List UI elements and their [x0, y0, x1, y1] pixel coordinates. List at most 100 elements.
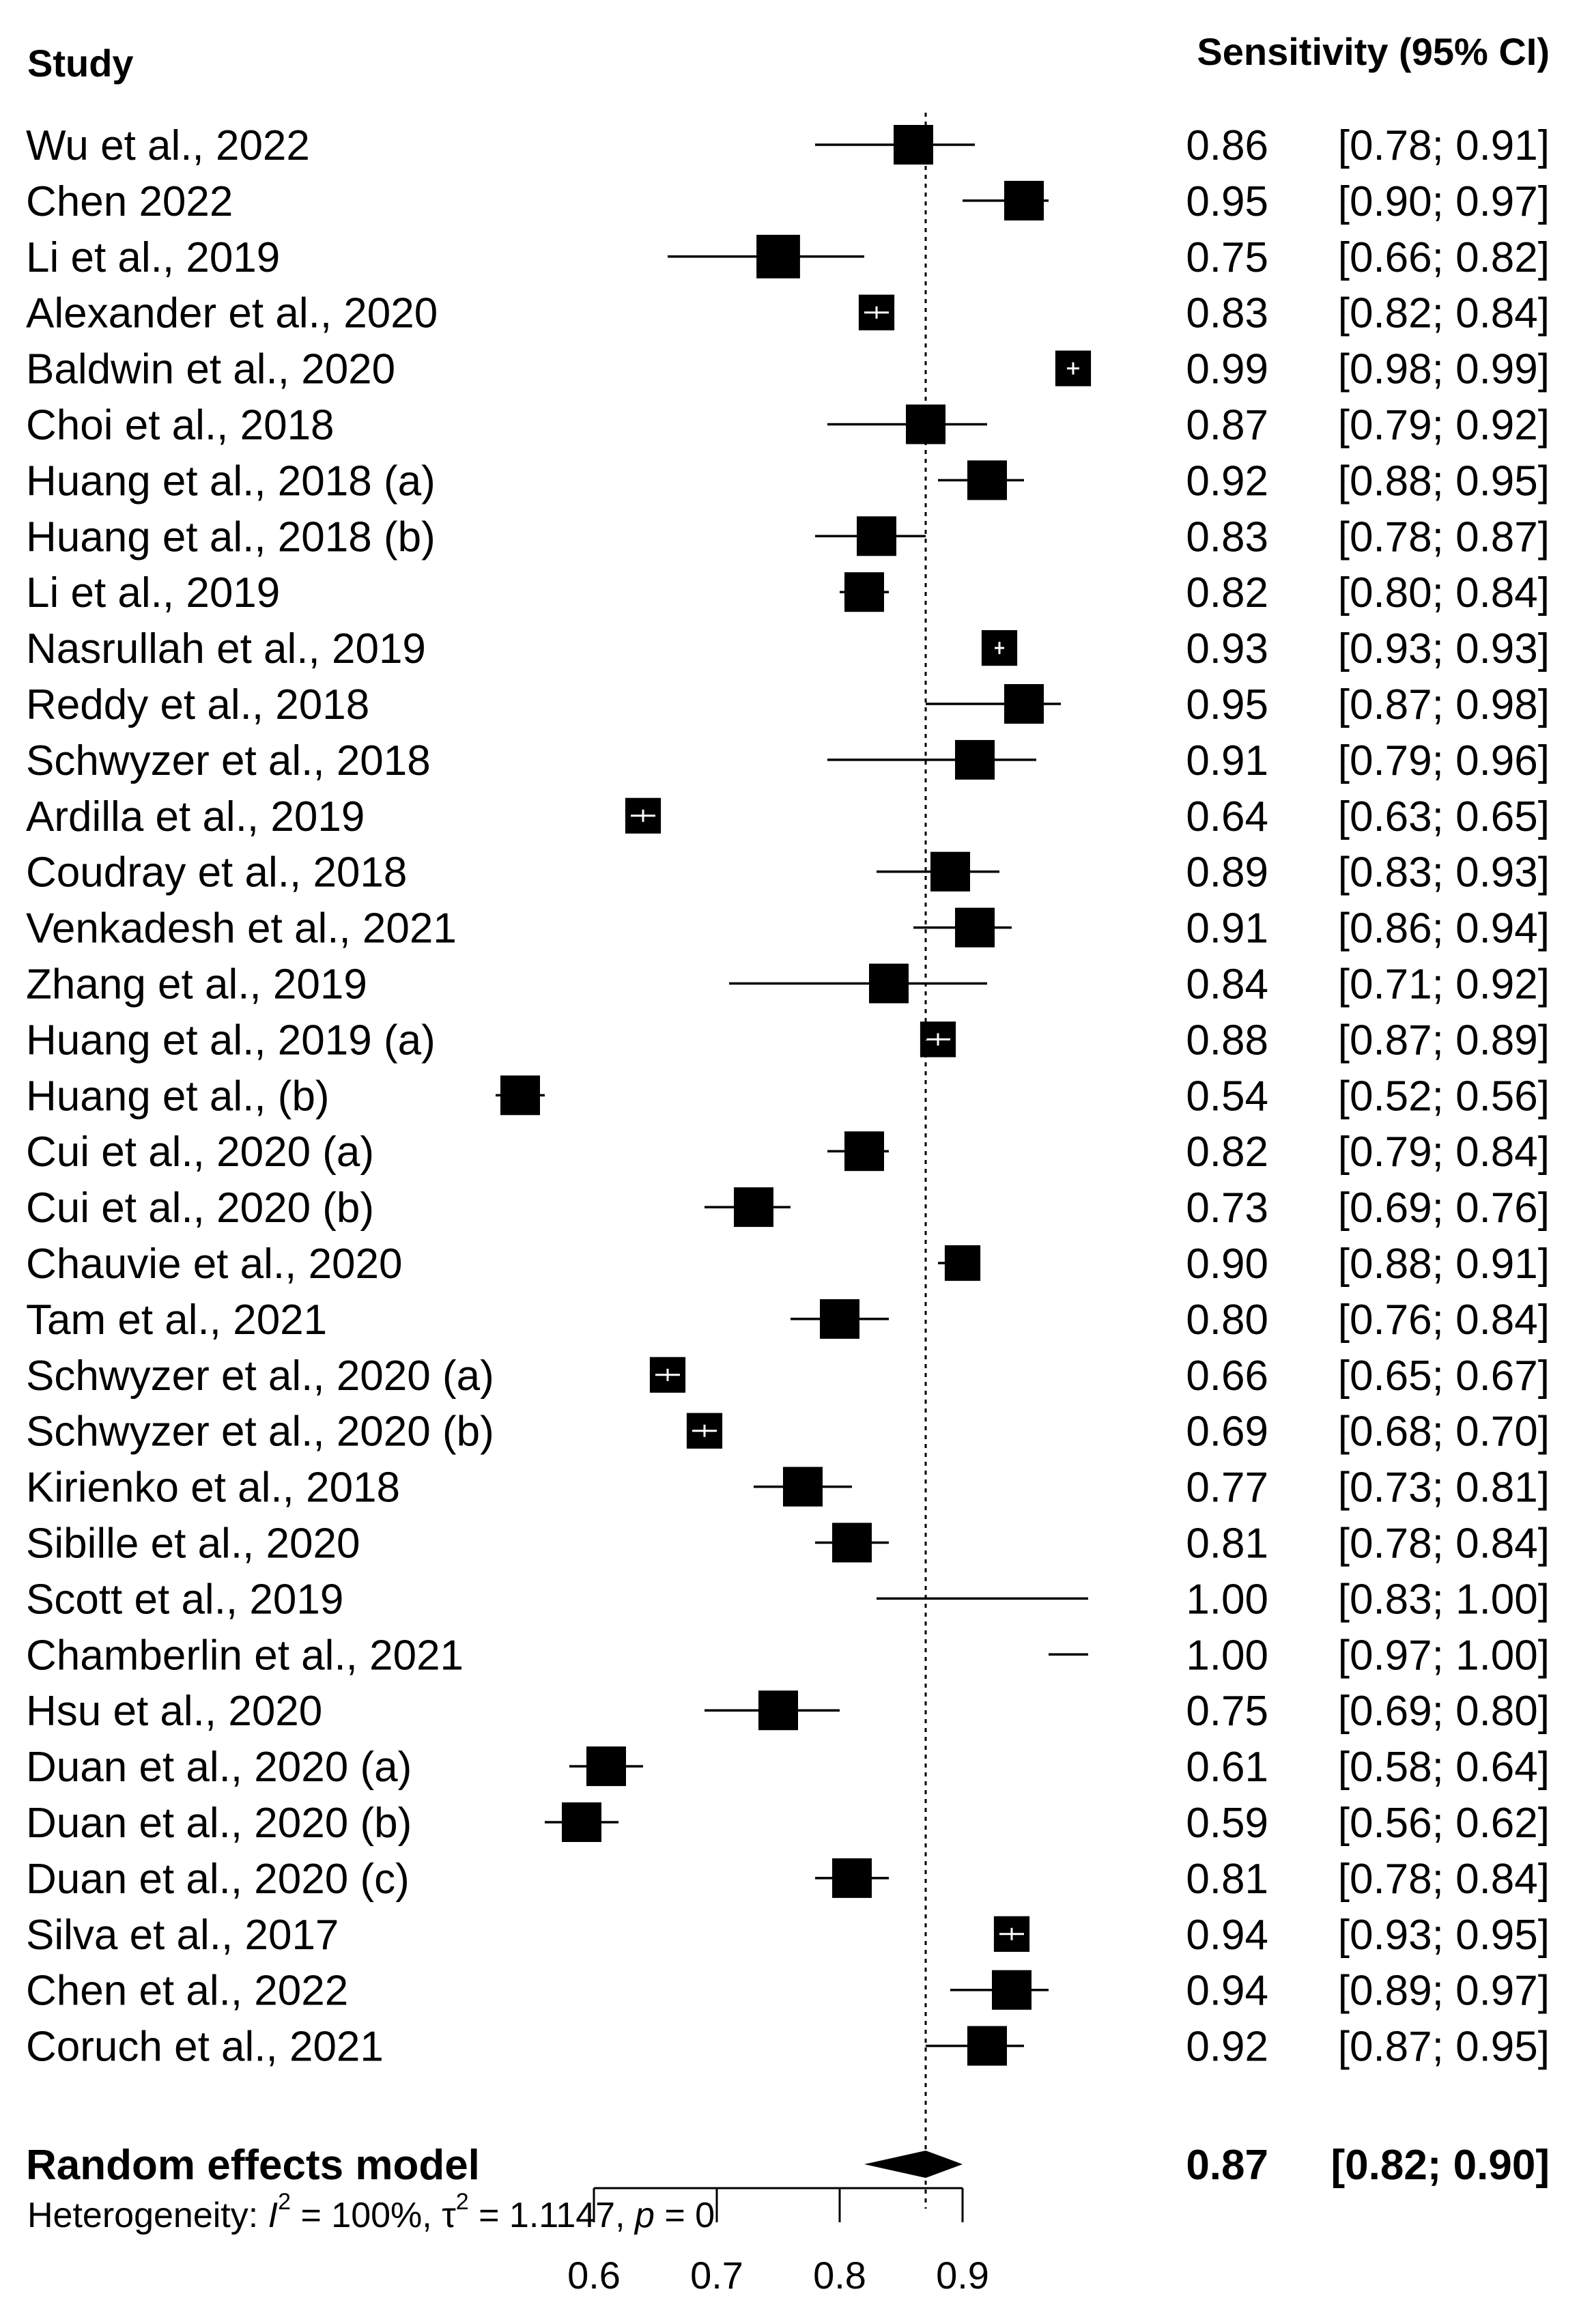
point-estimate-box: [756, 234, 800, 279]
study-row: Coruch et al., 2021 0.92 [0.87; 0.95]: [26, 2024, 1550, 2071]
study-label: Choi et al., 2018: [26, 402, 335, 449]
sensitivity-estimate: 0.75: [1186, 234, 1268, 281]
point-estimate-box: [967, 2026, 1007, 2066]
confidence-interval: [0.78; 0.91]: [1338, 122, 1550, 169]
study-row: Kirienko et al., 2018 0.77 [0.73; 0.81]: [26, 1464, 1550, 1512]
summary-label: Random effects model: [26, 2142, 480, 2189]
study-label: Cui et al., 2020 (a): [26, 1129, 374, 1176]
point-estimate-box: [734, 1187, 773, 1228]
study-row: Duan et al., 2020 (c) 0.81 [0.78; 0.84]: [26, 1856, 1550, 1903]
point-estimate-box: [844, 572, 884, 612]
study-column-header: Study: [27, 42, 134, 85]
sensitivity-estimate: 0.81: [1186, 1856, 1268, 1903]
study-label: Chen et al., 2022: [26, 1968, 348, 2015]
summary-row: Random effects model 0.87 [0.82; 0.90]: [26, 2142, 1550, 2189]
study-label: Chamberlin et al., 2021: [26, 1632, 464, 1679]
sensitivity-estimate: 0.88: [1186, 1017, 1268, 1064]
sensitivity-estimate: 0.66: [1186, 1352, 1268, 1400]
study-label: Kirienko et al., 2018: [26, 1464, 400, 1512]
summary-ci: [0.82; 0.90]: [1331, 2142, 1550, 2189]
study-label: Reddy et al., 2018: [26, 681, 369, 728]
study-row: Baldwin et al., 2020 0.99 [0.98; 0.99]: [26, 346, 1550, 393]
point-estimate-box: [1004, 180, 1044, 221]
study-label: Hsu et al., 2020: [26, 1688, 322, 1735]
study-label: Coudray et al., 2018: [26, 849, 407, 896]
point-estimate-box: [832, 1858, 872, 1898]
study-row: Chauvie et al., 2020 0.90 [0.88; 0.91]: [26, 1241, 1550, 1288]
point-estimate-box: [955, 907, 995, 948]
sensitivity-estimate: 0.92: [1186, 457, 1268, 505]
study-row: Silva et al., 2017 0.94 [0.93; 0.95]: [26, 1912, 1550, 1959]
point-estimate-box: [586, 1746, 626, 1787]
sensitivity-estimate: 1.00: [1186, 1632, 1268, 1679]
study-row: Scott et al., 2019 1.00 [0.83; 1.00]: [26, 1576, 1550, 1623]
study-label: Li et al., 2019: [26, 234, 280, 281]
study-row: Huang et al., (b) 0.54 [0.52; 0.56]: [26, 1073, 1550, 1120]
study-label: Schwyzer et al., 2020 (b): [26, 1408, 494, 1456]
confidence-interval: [0.89; 0.97]: [1338, 1968, 1550, 2015]
confidence-interval: [0.63; 0.65]: [1338, 793, 1550, 840]
sensitivity-estimate: 0.83: [1186, 513, 1268, 561]
study-label: Schwyzer et al., 2020 (a): [26, 1352, 494, 1400]
sensitivity-estimate: 0.92: [1186, 2024, 1268, 2071]
sensitivity-estimate: 0.61: [1186, 1744, 1268, 1791]
point-estimate-box: [930, 851, 970, 892]
study-label: Sibille et al., 2020: [26, 1520, 360, 1568]
confidence-interval: [0.78; 0.84]: [1338, 1856, 1550, 1903]
confidence-interval: [0.87; 0.98]: [1338, 681, 1550, 728]
study-row: Reddy et al., 2018 0.95 [0.87; 0.98]: [26, 681, 1550, 728]
study-row: Venkadesh et al., 2021 0.91 [0.86; 0.94]: [26, 905, 1550, 952]
confidence-interval: [0.80; 0.84]: [1338, 569, 1550, 617]
study-row: Chamberlin et al., 2021 1.00 [0.97; 1.00]: [26, 1632, 1550, 1679]
point-estimate-box: [894, 125, 933, 165]
sensitivity-estimate: 0.73: [1186, 1185, 1268, 1232]
sensitivity-estimate: 0.94: [1186, 1912, 1268, 1959]
point-estimate-box: [758, 1690, 798, 1731]
study-row: Huang et al., 2018 (a) 0.92 [0.88; 0.95]: [26, 457, 1550, 505]
confidence-interval: [0.79; 0.96]: [1338, 737, 1550, 784]
study-label: Cui et al., 2020 (b): [26, 1185, 374, 1232]
sensitivity-estimate: 0.69: [1186, 1408, 1268, 1456]
study-label: Huang et al., 2018 (b): [26, 513, 436, 561]
sensitivity-estimate: 0.94: [1186, 1968, 1268, 2015]
sensitivity-estimate: 0.83: [1186, 290, 1268, 337]
confidence-interval: [0.88; 0.91]: [1338, 1241, 1550, 1288]
sensitivity-estimate: 0.99: [1186, 346, 1268, 393]
study-row: Tam et al., 2021 0.80 [0.76; 0.84]: [26, 1296, 1550, 1344]
study-label: Baldwin et al., 2020: [26, 346, 395, 393]
confidence-interval: [0.76; 0.84]: [1338, 1296, 1550, 1344]
study-label: Venkadesh et al., 2021: [26, 905, 457, 952]
confidence-interval: [0.79; 0.84]: [1338, 1129, 1550, 1176]
study-row: Duan et al., 2020 (b) 0.59 [0.56; 0.62]: [26, 1800, 1550, 1847]
sensitivity-estimate: 0.90: [1186, 1241, 1268, 1288]
sensitivity-estimate: 0.91: [1186, 905, 1268, 952]
x-axis-tick-label: 0.7: [690, 2254, 743, 2297]
study-label: Schwyzer et al., 2018: [26, 737, 431, 784]
study-label: Li et al., 2019: [26, 569, 280, 617]
sensitivity-estimate: 1.00: [1186, 1576, 1268, 1623]
point-estimate-box: [944, 1245, 981, 1281]
study-label: Zhang et al., 2019: [26, 961, 367, 1008]
study-row: Chen et al., 2022 0.94 [0.89; 0.97]: [26, 1968, 1550, 2015]
confidence-interval: [0.56; 0.62]: [1338, 1800, 1550, 1847]
summary-diamond: [864, 2151, 963, 2178]
study-row: Cui et al., 2020 (b) 0.73 [0.69; 0.76]: [26, 1185, 1550, 1232]
sensitivity-estimate: 0.59: [1186, 1800, 1268, 1847]
point-estimate-box: [955, 739, 995, 780]
confidence-interval: [0.82; 0.84]: [1338, 290, 1550, 337]
confidence-interval: [0.83; 1.00]: [1338, 1576, 1550, 1623]
confidence-interval: [0.87; 0.95]: [1338, 2024, 1550, 2071]
sensitivity-estimate: 0.95: [1186, 178, 1268, 225]
study-label: Alexander et al., 2020: [26, 290, 438, 337]
study-row: Alexander et al., 2020 0.83 [0.82; 0.84]: [26, 290, 1550, 337]
sensitivity-estimate: 0.80: [1186, 1296, 1268, 1344]
confidence-interval: [0.86; 0.94]: [1338, 905, 1550, 952]
confidence-interval: [0.93; 0.95]: [1338, 1912, 1550, 1959]
study-row: Ardilla et al., 2019 0.64 [0.63; 0.65]: [26, 793, 1550, 840]
study-row: Schwyzer et al., 2020 (a) 0.66 [0.65; 0.67…: [26, 1352, 1550, 1400]
study-row: Li et al., 2019 0.75 [0.66; 0.82]: [26, 234, 1550, 281]
point-estimate-box: [562, 1802, 601, 1842]
point-estimate-box: [992, 1970, 1032, 2010]
point-estimate-box: [869, 963, 909, 1004]
